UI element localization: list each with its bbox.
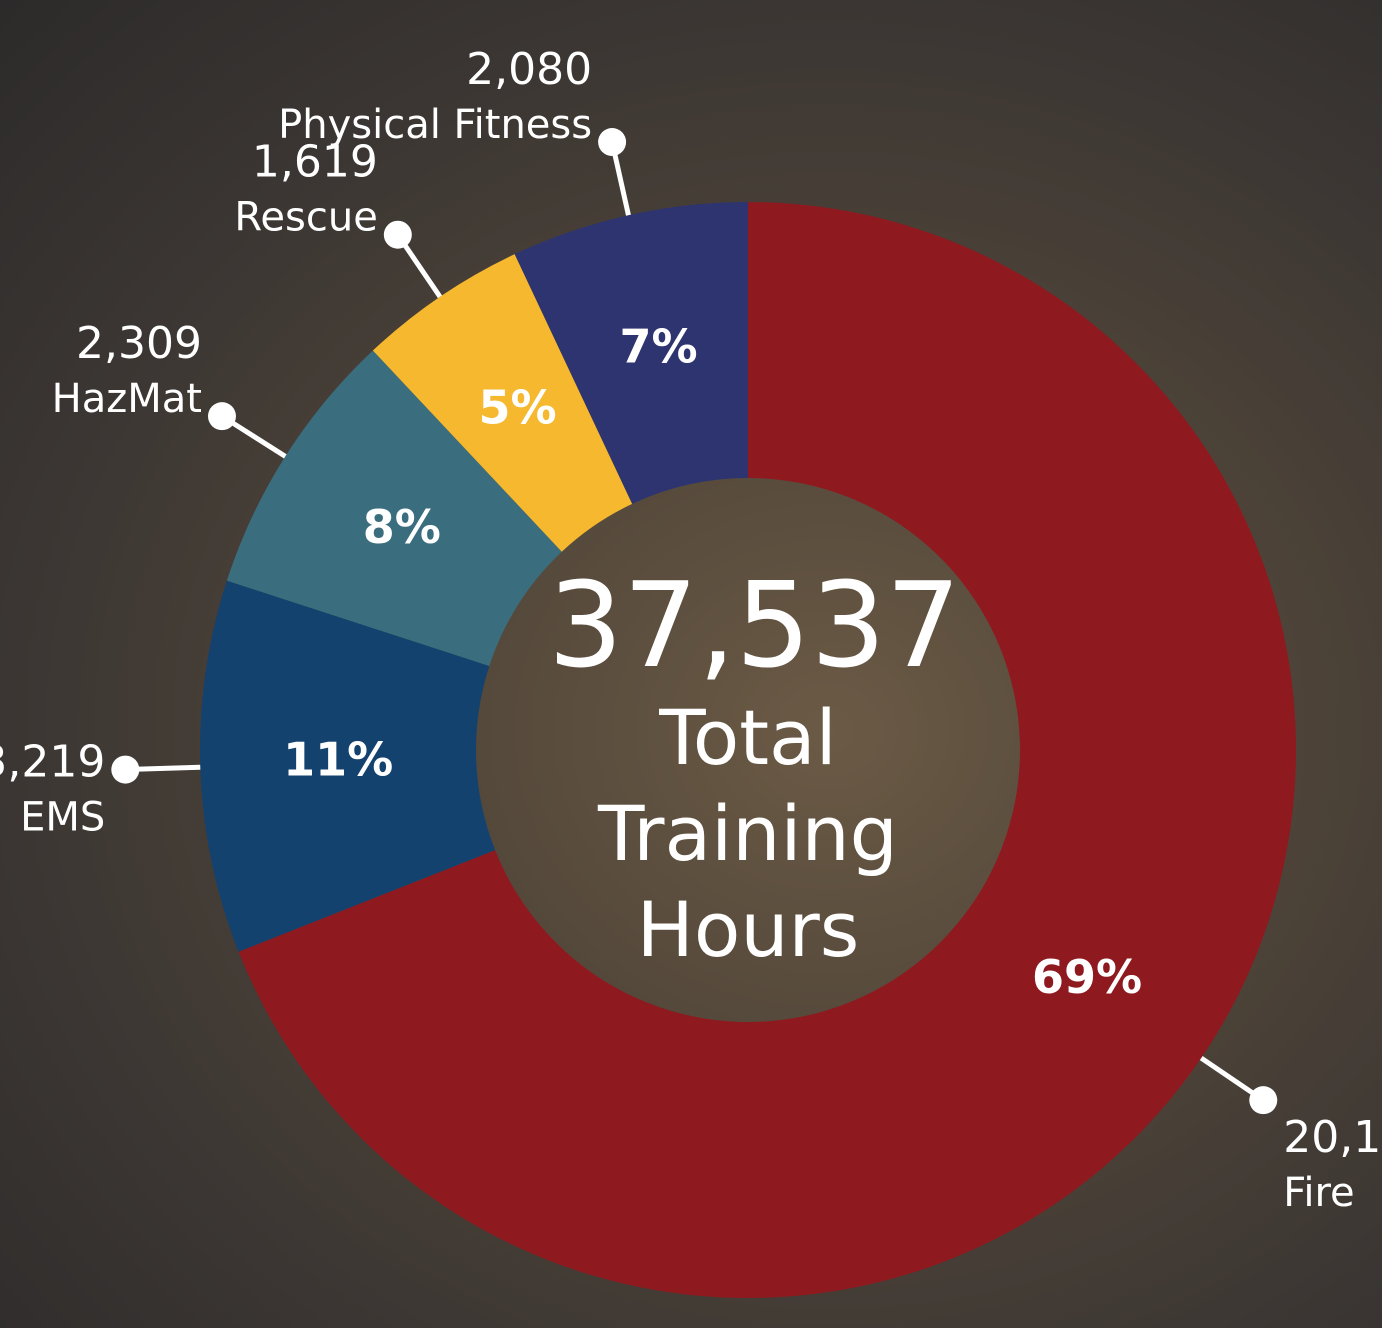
- percent-label: 7%: [620, 319, 698, 373]
- count-label: 2,080: [466, 44, 592, 95]
- callout-dot: [1249, 1086, 1277, 1114]
- category-label: Rescue: [234, 195, 377, 241]
- count-label: 3,219: [0, 737, 105, 788]
- center-label: Total Training Hours: [583, 690, 913, 978]
- category-label: Fire: [1283, 1170, 1354, 1216]
- callout-dot: [384, 221, 412, 249]
- infographic: 69%20,160Fire11%3,219EMS8%2,309HazMat5%1…: [0, 0, 1382, 1328]
- count-label: 20,160: [1283, 1112, 1382, 1163]
- percent-label: 69%: [1032, 950, 1142, 1004]
- percent-label: 8%: [363, 500, 441, 554]
- category-label: Physical Fitness: [278, 102, 592, 148]
- category-label: HazMat: [52, 376, 202, 422]
- callout-dot: [111, 756, 139, 784]
- callout-dot: [598, 128, 626, 156]
- callout-dot: [208, 402, 236, 430]
- count-label: 2,309: [76, 318, 202, 369]
- center-text: 37,537 Total Training Hours: [548, 560, 948, 978]
- category-label: EMS: [20, 795, 105, 841]
- percent-label: 5%: [478, 380, 556, 434]
- center-value: 37,537: [548, 560, 948, 690]
- percent-label: 11%: [283, 732, 393, 786]
